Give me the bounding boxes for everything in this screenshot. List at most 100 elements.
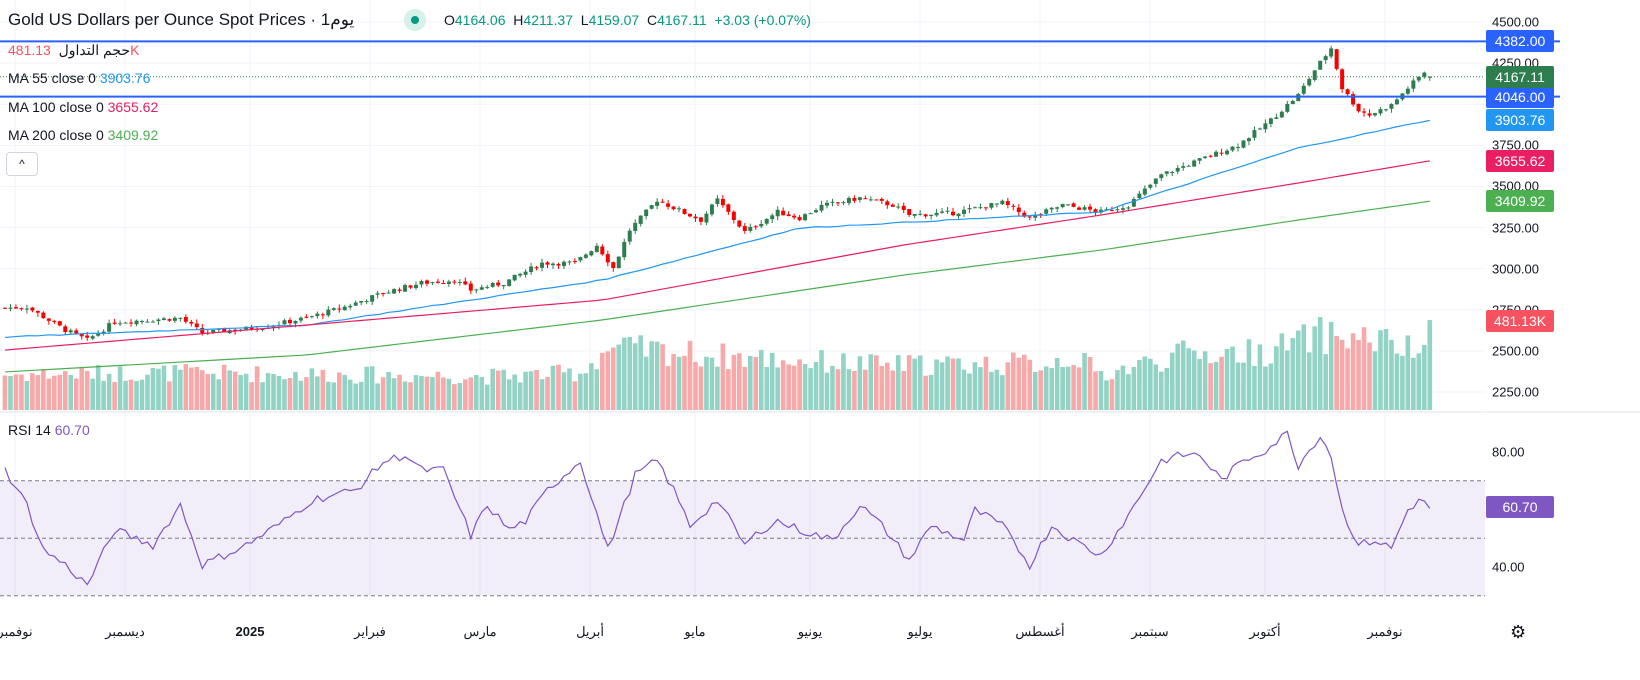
volume-bar xyxy=(1060,366,1065,410)
volume-bar xyxy=(665,366,671,410)
candle-body xyxy=(896,206,901,208)
volume-bar xyxy=(912,358,917,410)
volume-bar xyxy=(249,382,254,410)
candle-body xyxy=(830,201,835,203)
volume-bar xyxy=(243,373,249,410)
price-axis-label: 2250.00 xyxy=(1492,384,1539,400)
candle-body xyxy=(52,320,57,322)
volume-bar xyxy=(424,376,430,410)
volume-bar xyxy=(1032,371,1038,410)
volume-bar xyxy=(331,382,337,410)
volume-bar xyxy=(413,375,419,410)
volume-bar xyxy=(1383,329,1389,410)
symbol-title[interactable]: Gold US Dollars per Ounce Spot Prices · … xyxy=(8,10,355,29)
candle-body xyxy=(742,226,747,231)
candle-body xyxy=(874,199,879,201)
volume-bar xyxy=(578,373,583,410)
volume-bar xyxy=(57,374,63,410)
volume-bar xyxy=(704,356,709,410)
volume-bar xyxy=(709,357,715,410)
candle-body xyxy=(879,198,884,201)
candle-body xyxy=(682,209,687,214)
candle-body xyxy=(1066,204,1071,206)
volume-legend[interactable]: حجم التداول 481.13K xyxy=(8,42,139,59)
candle-body xyxy=(846,197,851,204)
rsi-axis-label: 80.00 xyxy=(1492,444,1525,460)
volume-bar xyxy=(495,370,501,410)
horizontal-line-price-tag: 4382.00 xyxy=(1486,30,1554,53)
candle-body xyxy=(381,293,386,295)
volume-bar xyxy=(397,374,402,410)
candle-body xyxy=(1049,207,1054,210)
candle-body xyxy=(353,302,358,306)
collapse-legend-button[interactable]: ^ xyxy=(6,152,38,176)
volume-bar xyxy=(473,374,479,410)
candle-body xyxy=(1203,156,1208,158)
volume-bar xyxy=(402,381,408,410)
settings-icon[interactable]: ⚙ xyxy=(1510,622,1527,642)
volume-bar xyxy=(1416,353,1422,410)
candle-body xyxy=(463,281,468,285)
time-axis-label: سبتمبر xyxy=(1131,624,1169,639)
volume-bar xyxy=(145,374,150,410)
volume-bar xyxy=(561,372,567,410)
candle-body xyxy=(551,263,555,266)
candle-body xyxy=(1236,147,1240,149)
ma55-legend[interactable]: MA 55 close 0 3903.76 xyxy=(8,70,150,86)
candle-body xyxy=(638,215,643,224)
candle-body xyxy=(709,204,714,215)
volume-bar xyxy=(978,367,983,410)
volume-bar xyxy=(172,365,178,410)
candle-body xyxy=(129,322,134,324)
ma200-legend-label: MA 200 close 0 xyxy=(8,127,104,143)
volume-bar xyxy=(868,354,874,410)
volume-bar xyxy=(841,353,846,410)
change-value: +3.03 (+0.07%) xyxy=(714,12,811,28)
volume-bar xyxy=(600,352,605,410)
candle-body xyxy=(96,333,101,336)
candle-body xyxy=(633,222,638,231)
volume-bar xyxy=(797,359,802,410)
ma200-legend[interactable]: MA 200 close 0 3409.92 xyxy=(8,127,158,143)
candle-body xyxy=(567,261,572,263)
volume-bar xyxy=(654,341,660,410)
volume-bar xyxy=(1400,355,1405,410)
candle-body xyxy=(79,334,84,337)
volume-bar xyxy=(1279,333,1285,410)
candle-body xyxy=(150,321,155,323)
candle-body xyxy=(1131,198,1136,207)
open-value: 4164.06 xyxy=(454,12,506,28)
candle-body xyxy=(1373,113,1377,116)
candle-body xyxy=(419,281,424,285)
candle-body xyxy=(309,316,314,318)
candle-body xyxy=(359,301,364,303)
ma100-legend[interactable]: MA 100 close 0 3655.62 xyxy=(8,99,158,115)
volume-bar xyxy=(895,355,901,410)
candle-body xyxy=(627,230,632,242)
volume-bar xyxy=(1339,339,1345,410)
candle-body xyxy=(1362,111,1367,113)
volume-bar xyxy=(556,364,561,410)
ma55-price-tag: 3903.76 xyxy=(1486,109,1554,132)
candle-body xyxy=(342,306,347,311)
volume-bar xyxy=(1301,324,1307,410)
candle-body xyxy=(101,331,106,334)
candle-body xyxy=(331,308,336,310)
candle-body xyxy=(781,210,786,216)
candle-body xyxy=(1181,166,1186,168)
candle-body xyxy=(556,263,561,266)
candle-body xyxy=(178,317,183,319)
volume-bar xyxy=(101,380,106,410)
candle-body xyxy=(452,281,457,283)
volume-bar xyxy=(1137,359,1142,410)
candle-body xyxy=(753,226,758,228)
volume-bar xyxy=(1142,356,1148,410)
rsi-legend[interactable]: RSI 14 60.70 xyxy=(8,422,90,438)
time-axis-label: نوفمبر xyxy=(0,624,33,639)
volume-bar xyxy=(528,371,534,410)
volume-bar xyxy=(731,354,737,410)
volume-bar xyxy=(30,373,35,410)
candle-body xyxy=(90,336,95,339)
candle-body xyxy=(446,281,451,284)
